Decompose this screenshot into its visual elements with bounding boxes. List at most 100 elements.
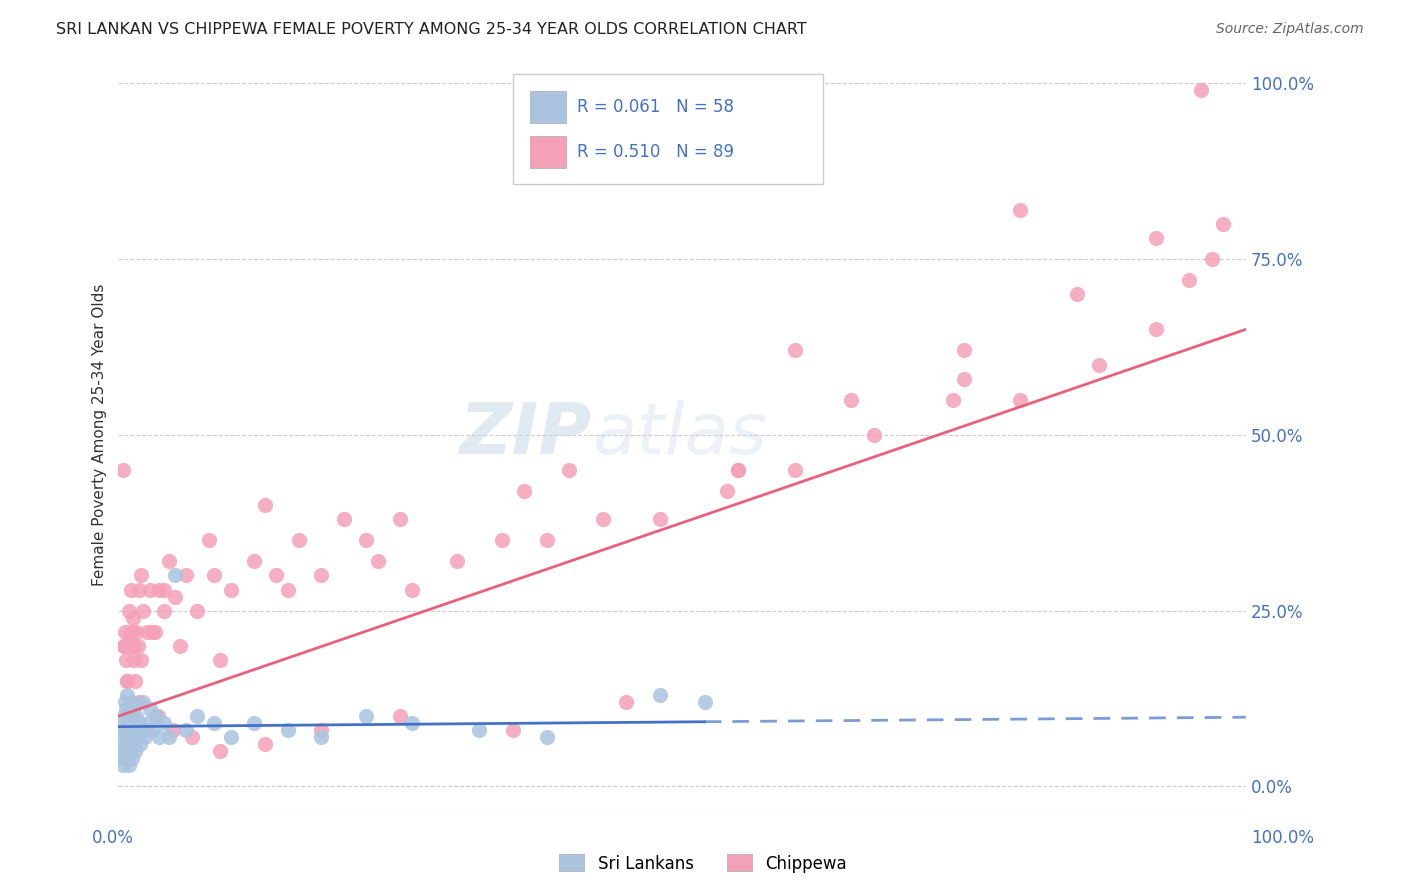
Point: [242, 716, 264, 731]
Point: [115, 744, 138, 758]
Point: [783, 463, 806, 477]
Point: [186, 604, 208, 618]
Point: [953, 371, 976, 385]
Point: [127, 639, 149, 653]
Point: [128, 737, 150, 751]
Point: [122, 716, 145, 731]
Point: [111, 463, 134, 477]
Point: [648, 512, 671, 526]
Point: [727, 463, 749, 477]
Point: [277, 723, 299, 738]
Text: atlas: atlas: [592, 401, 766, 469]
Point: [125, 624, 148, 639]
Point: [118, 624, 141, 639]
Point: [128, 716, 150, 731]
Point: [197, 533, 219, 548]
Point: [127, 730, 149, 744]
Point: [124, 673, 146, 688]
Point: [122, 737, 145, 751]
Point: [716, 484, 738, 499]
Point: [502, 723, 524, 738]
Point: [125, 709, 148, 723]
Text: SRI LANKAN VS CHIPPEWA FEMALE POVERTY AMONG 25-34 YEAR OLDS CORRELATION CHART: SRI LANKAN VS CHIPPEWA FEMALE POVERTY AM…: [56, 22, 807, 37]
Point: [152, 582, 174, 597]
Point: [333, 512, 356, 526]
Point: [1178, 273, 1201, 287]
Point: [202, 716, 225, 731]
Point: [134, 730, 156, 744]
Point: [389, 512, 412, 526]
Point: [148, 730, 170, 744]
Point: [132, 695, 155, 709]
Point: [112, 639, 135, 653]
Text: 100.0%: 100.0%: [1251, 830, 1315, 847]
Y-axis label: Female Poverty Among 25-34 Year Olds: Female Poverty Among 25-34 Year Olds: [93, 284, 107, 586]
Point: [117, 604, 139, 618]
Point: [114, 716, 136, 731]
Point: [145, 709, 167, 723]
Point: [118, 744, 141, 758]
Point: [117, 716, 139, 731]
Point: [117, 737, 139, 751]
Point: [614, 695, 637, 709]
Point: [120, 695, 142, 709]
Point: [401, 582, 423, 597]
Point: [693, 695, 716, 709]
Point: [491, 533, 513, 548]
Point: [120, 582, 142, 597]
Point: [122, 702, 145, 716]
Point: [513, 484, 536, 499]
Point: [128, 695, 150, 709]
Point: [186, 709, 208, 723]
Point: [1010, 202, 1032, 217]
Point: [169, 639, 191, 653]
Point: [112, 709, 135, 723]
Point: [264, 568, 287, 582]
Point: [117, 758, 139, 772]
Point: [356, 709, 378, 723]
Point: [468, 723, 491, 738]
Point: [121, 730, 143, 744]
Point: [124, 723, 146, 738]
Point: [132, 604, 155, 618]
Point: [112, 730, 135, 744]
Point: [389, 709, 412, 723]
Text: Source: ZipAtlas.com: Source: ZipAtlas.com: [1216, 22, 1364, 37]
Point: [129, 568, 152, 582]
Point: [152, 604, 174, 618]
Point: [114, 624, 136, 639]
Point: [174, 723, 197, 738]
Point: [208, 744, 231, 758]
Point: [558, 463, 581, 477]
Point: [148, 582, 170, 597]
Point: [401, 716, 423, 731]
Point: [253, 737, 276, 751]
Point: [115, 639, 138, 653]
Point: [1066, 287, 1088, 301]
Point: [162, 723, 184, 738]
Point: [1144, 231, 1167, 245]
Point: [253, 498, 276, 512]
Point: [157, 554, 180, 568]
Point: [208, 653, 231, 667]
Point: [114, 695, 136, 709]
Point: [727, 463, 749, 477]
Point: [118, 723, 141, 738]
Point: [117, 751, 139, 765]
Point: [242, 554, 264, 568]
Point: [139, 582, 162, 597]
Point: [592, 512, 614, 526]
Point: [117, 730, 139, 744]
Point: [536, 730, 558, 744]
Point: [112, 751, 135, 765]
Point: [122, 653, 145, 667]
Point: [783, 343, 806, 358]
Point: [117, 673, 139, 688]
Point: [311, 723, 333, 738]
Point: [356, 533, 378, 548]
Point: [942, 392, 965, 407]
Point: [124, 744, 146, 758]
Point: [536, 533, 558, 548]
Point: [129, 653, 152, 667]
Legend: Sri Lankans, Chippewa: Sri Lankans, Chippewa: [553, 847, 853, 880]
